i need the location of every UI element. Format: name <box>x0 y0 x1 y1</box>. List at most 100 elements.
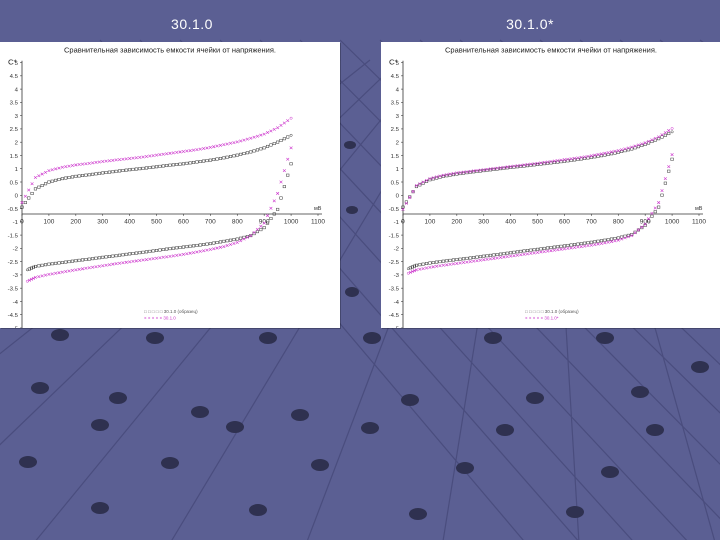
data-point <box>252 149 256 153</box>
data-point <box>576 245 580 249</box>
data-point <box>171 246 175 250</box>
data-point <box>657 137 661 141</box>
y-tick-label: -3.5 <box>389 287 399 293</box>
data-point <box>222 239 226 243</box>
data-point <box>522 163 526 167</box>
data-point <box>107 159 112 163</box>
data-point <box>455 258 459 262</box>
data-point <box>660 193 664 197</box>
data-point <box>228 243 233 247</box>
data-point <box>265 214 270 218</box>
data-point <box>515 164 519 168</box>
data-point <box>424 266 429 270</box>
data-point <box>556 245 560 249</box>
data-point <box>495 256 499 260</box>
data-point <box>222 143 226 147</box>
data-point <box>198 147 202 151</box>
data-point <box>57 178 61 181</box>
data-point <box>70 268 75 272</box>
y-tick-label: -3.5 <box>8 287 18 293</box>
data-point <box>111 254 115 258</box>
data-point <box>569 246 573 250</box>
data-point <box>168 163 172 167</box>
data-point <box>228 141 233 145</box>
data-point <box>593 243 597 247</box>
data-point <box>276 191 280 195</box>
data-point <box>272 127 276 131</box>
data-point <box>225 155 229 159</box>
data-point <box>154 165 159 169</box>
data-point <box>259 147 263 151</box>
data-point <box>488 257 493 261</box>
data-point <box>57 271 61 275</box>
data-point <box>107 170 112 174</box>
data-point <box>633 230 637 234</box>
data-point <box>502 252 506 256</box>
x-tick-label: 600 <box>559 218 570 225</box>
data-point <box>657 201 661 205</box>
data-point <box>519 253 523 257</box>
data-point <box>562 244 567 248</box>
y-tick-label: -2 <box>394 247 399 253</box>
data-point <box>144 250 149 254</box>
data-point <box>509 251 513 255</box>
data-point <box>458 257 462 261</box>
data-point <box>138 258 142 262</box>
data-point <box>195 250 199 254</box>
data-point <box>603 151 607 155</box>
data-point <box>37 185 41 189</box>
data-point <box>640 144 644 148</box>
data-point <box>158 153 162 157</box>
data-point <box>87 257 91 261</box>
data-point <box>191 160 196 164</box>
data-point <box>472 169 476 173</box>
data-point <box>559 244 563 248</box>
data-point <box>272 199 276 203</box>
data-point <box>117 253 122 257</box>
data-point <box>566 246 570 250</box>
y-tick-label: -5 <box>13 326 18 328</box>
data-point <box>178 253 182 257</box>
data-point <box>646 217 651 221</box>
data-point <box>646 219 651 223</box>
data-point <box>282 137 286 141</box>
y-tick-label: -1 <box>13 220 18 226</box>
legend-entry: × × × × × 30.1.0 <box>144 316 176 321</box>
data-point <box>50 272 54 276</box>
data-point <box>114 158 118 162</box>
data-point <box>272 142 276 146</box>
data-point <box>408 195 412 199</box>
data-point <box>97 264 101 268</box>
data-point <box>492 167 496 171</box>
data-point <box>97 171 101 175</box>
data-point <box>579 242 583 246</box>
data-point <box>107 263 112 267</box>
data-point <box>185 245 189 249</box>
data-point <box>138 167 142 171</box>
data-point <box>593 153 597 157</box>
data-point <box>91 265 95 269</box>
data-point <box>208 158 212 162</box>
data-point <box>188 251 192 255</box>
data-point <box>276 140 280 144</box>
data-point <box>265 221 270 225</box>
data-point <box>165 255 169 259</box>
data-point <box>141 258 145 262</box>
data-point <box>43 273 48 277</box>
data-point <box>225 142 229 146</box>
data-point <box>239 139 243 143</box>
data-point <box>606 240 610 244</box>
data-point <box>552 159 556 163</box>
data-point <box>633 146 637 150</box>
data-point <box>158 164 162 168</box>
data-point <box>212 145 216 149</box>
data-point <box>165 152 169 156</box>
data-point <box>650 214 654 218</box>
data-point <box>653 210 657 214</box>
data-point <box>519 163 523 167</box>
data-point <box>576 156 580 160</box>
data-point <box>414 183 419 187</box>
data-point <box>91 172 95 176</box>
data-point <box>412 269 417 273</box>
y-tick-label: -3 <box>13 273 18 279</box>
